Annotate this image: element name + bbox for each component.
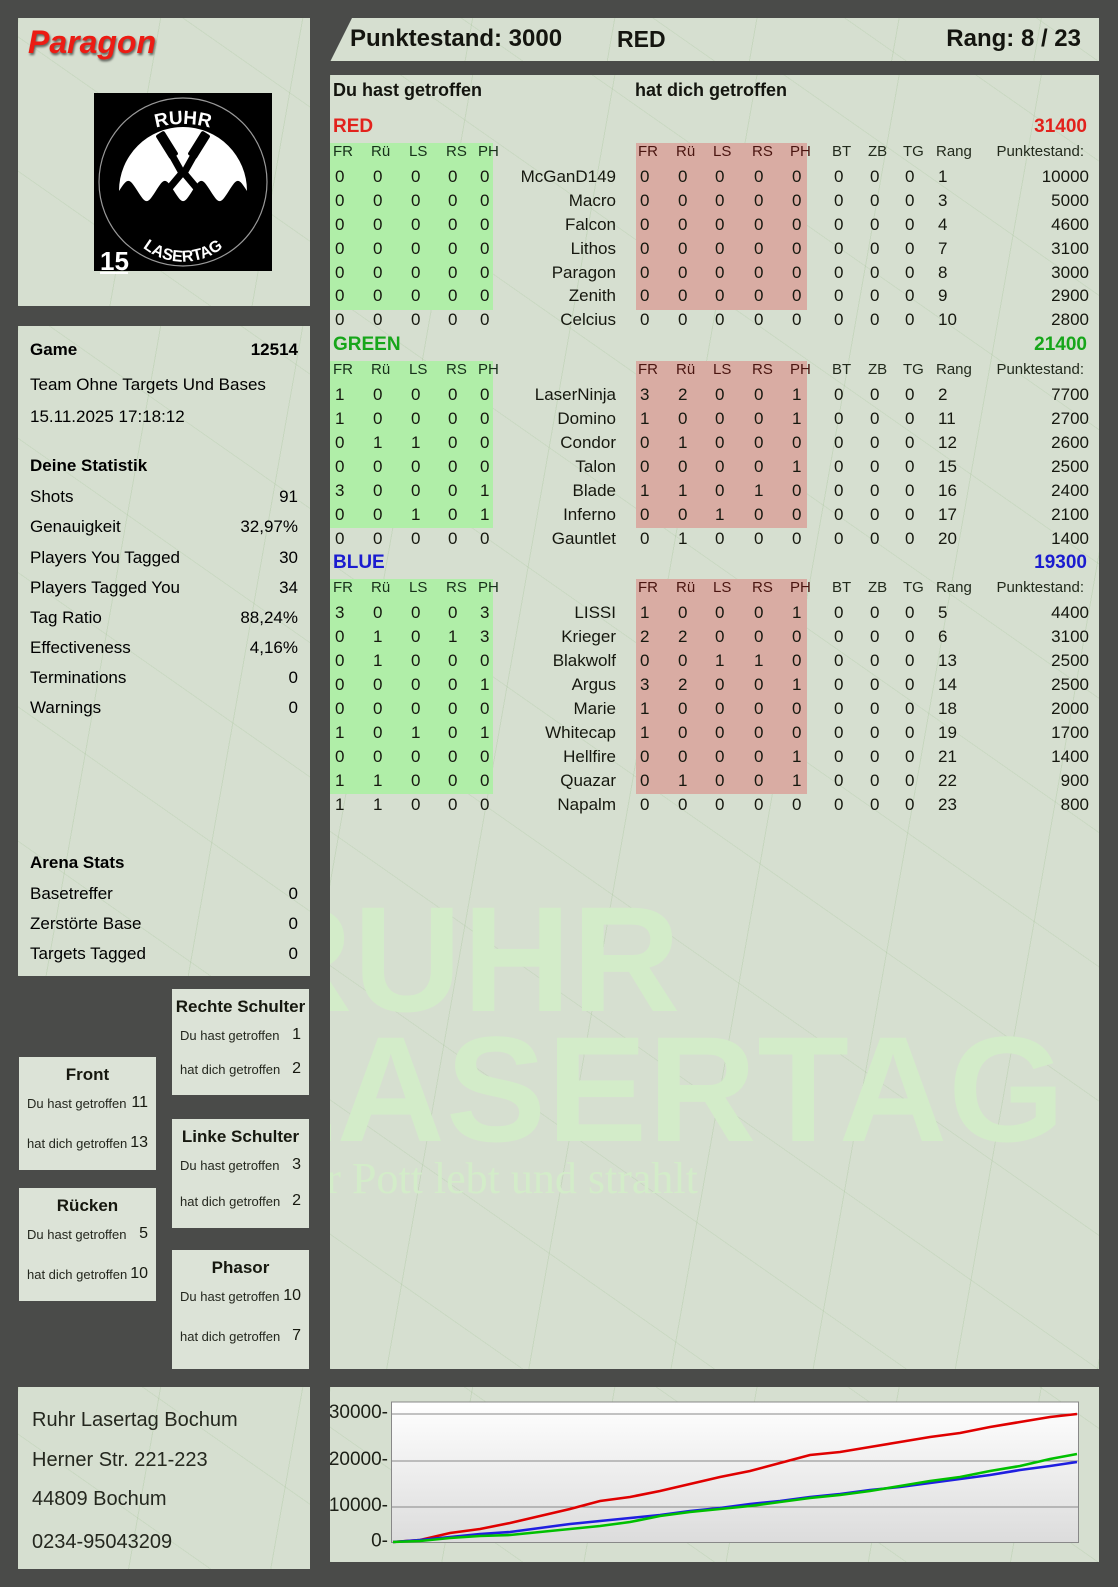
svg-text:20000-: 20000- — [330, 1449, 388, 1470]
svg-text:30000-: 30000- — [330, 1402, 388, 1423]
svg-text:10000-: 10000- — [330, 1495, 388, 1516]
svg-text:0-: 0- — [371, 1531, 388, 1552]
